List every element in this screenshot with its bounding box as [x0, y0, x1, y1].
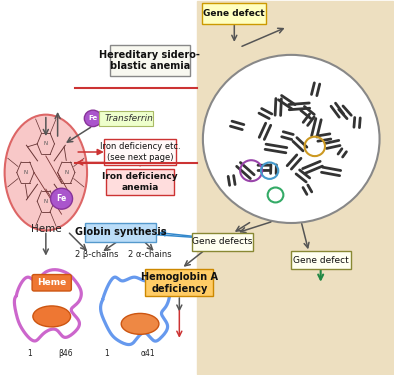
Text: Heme: Heme	[30, 224, 61, 234]
Text: 1: 1	[27, 349, 32, 358]
FancyBboxPatch shape	[291, 251, 351, 269]
Bar	[1, 1, 197, 374]
FancyBboxPatch shape	[193, 233, 253, 250]
Ellipse shape	[121, 314, 159, 334]
Text: Heme: Heme	[37, 278, 66, 287]
Text: Iron deficiency
anemia: Iron deficiency anemia	[102, 172, 178, 192]
Text: 2 β-chains: 2 β-chains	[75, 249, 119, 258]
Text: 1: 1	[104, 349, 109, 358]
Ellipse shape	[5, 115, 87, 231]
Circle shape	[50, 188, 72, 209]
FancyBboxPatch shape	[106, 169, 174, 195]
Text: Fe: Fe	[56, 194, 67, 203]
Circle shape	[203, 55, 379, 223]
Text: Globin synthesis: Globin synthesis	[75, 227, 166, 237]
Text: α41: α41	[141, 349, 155, 358]
Circle shape	[84, 110, 102, 127]
Text: Gene defect: Gene defect	[293, 256, 349, 265]
FancyBboxPatch shape	[104, 139, 176, 165]
Text: Gene defects: Gene defects	[192, 237, 253, 246]
Text: N: N	[23, 170, 28, 175]
FancyBboxPatch shape	[202, 3, 266, 24]
Text: Transferrin: Transferrin	[105, 114, 154, 123]
Text: N: N	[64, 170, 68, 175]
Ellipse shape	[33, 306, 71, 327]
FancyBboxPatch shape	[99, 111, 153, 126]
Text: N: N	[44, 199, 48, 204]
Text: β46: β46	[58, 349, 73, 358]
FancyBboxPatch shape	[85, 223, 156, 242]
Text: N: N	[44, 141, 48, 146]
FancyBboxPatch shape	[110, 45, 190, 76]
Text: Iron deficiency etc.
(see next page): Iron deficiency etc. (see next page)	[100, 142, 180, 162]
Bar	[197, 1, 393, 374]
Text: Gene defect: Gene defect	[203, 9, 265, 18]
Text: Hereditary sidero-
blastic anemia: Hereditary sidero- blastic anemia	[99, 50, 200, 71]
FancyBboxPatch shape	[32, 274, 71, 291]
Text: Fe: Fe	[88, 116, 98, 122]
FancyBboxPatch shape	[145, 269, 213, 296]
Text: 2 α-chains: 2 α-chains	[128, 249, 172, 258]
Text: Hemoglobin A
deficiency: Hemoglobin A deficiency	[141, 272, 218, 294]
